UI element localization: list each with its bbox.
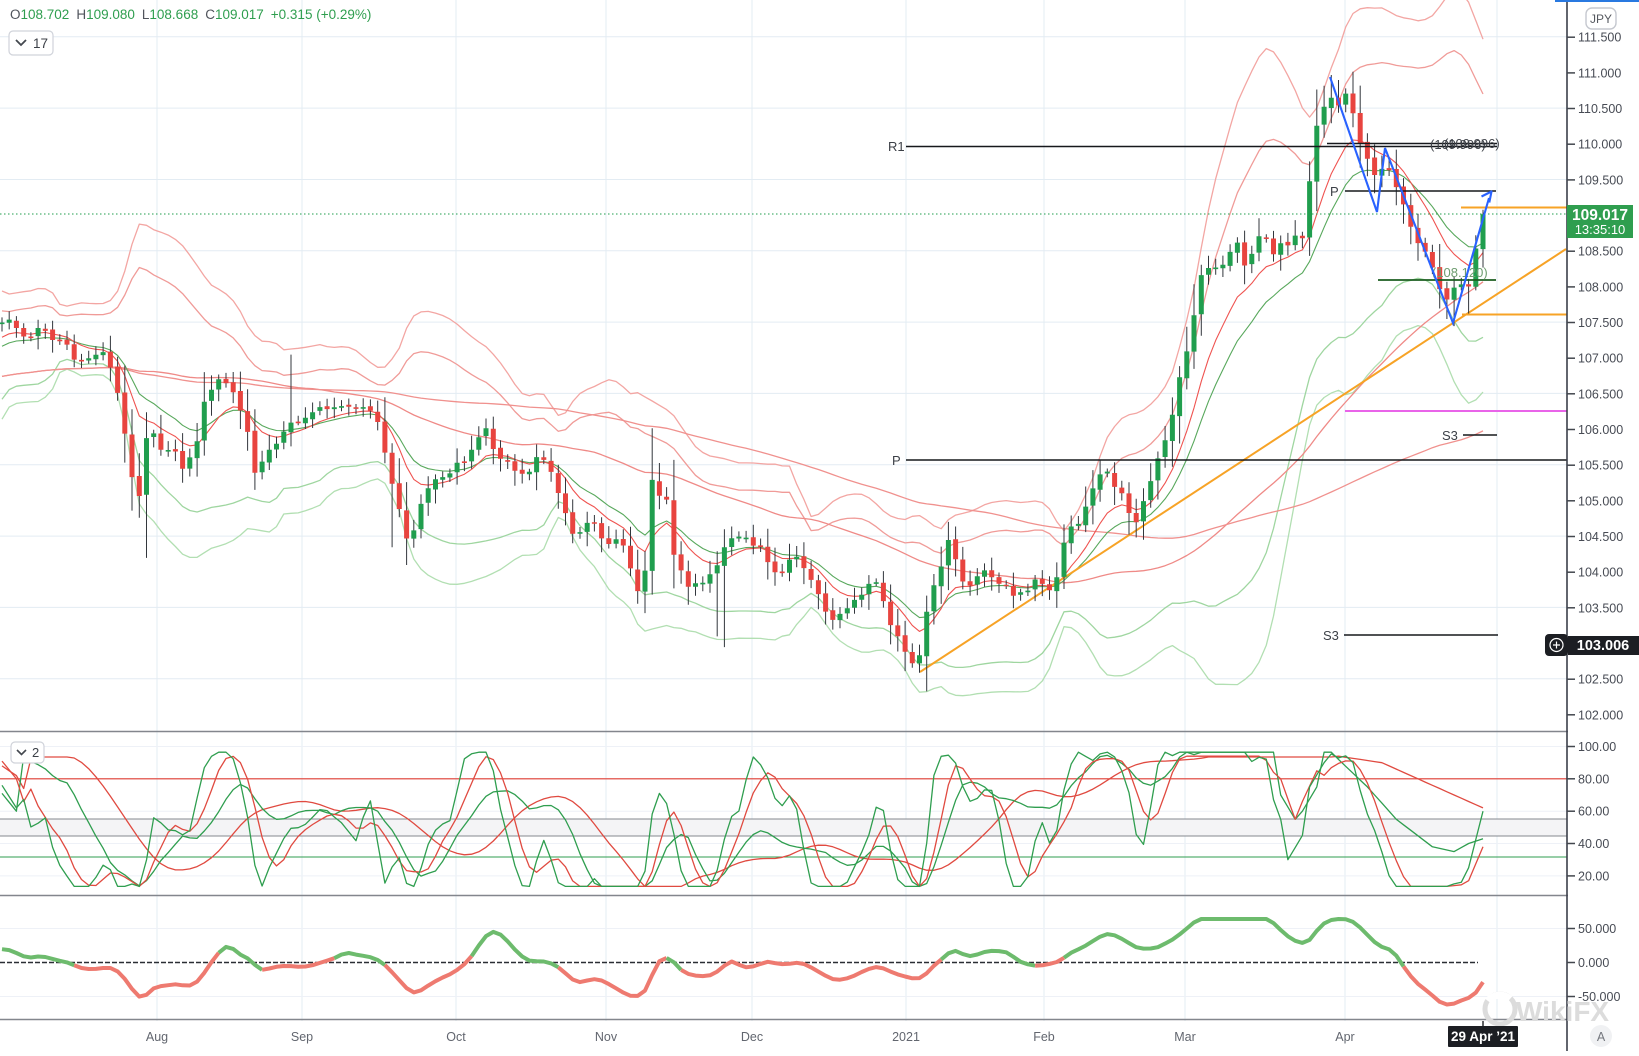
svg-text:109.017: 109.017 xyxy=(1572,207,1628,224)
svg-text:Oct: Oct xyxy=(446,1030,466,1044)
svg-text:104.000: 104.000 xyxy=(1578,566,1623,580)
svg-text:102.000: 102.000 xyxy=(1578,708,1623,722)
svg-text:50.000: 50.000 xyxy=(1578,922,1616,936)
svg-text:S3: S3 xyxy=(1442,428,1458,443)
svg-text:100.00: 100.00 xyxy=(1578,740,1616,754)
svg-text:29 Apr ’21: 29 Apr ’21 xyxy=(1451,1029,1516,1044)
svg-text:108.500: 108.500 xyxy=(1578,245,1623,259)
svg-text:17: 17 xyxy=(33,36,48,51)
svg-text:108.000: 108.000 xyxy=(1578,280,1623,294)
svg-text:105.000: 105.000 xyxy=(1578,494,1623,508)
svg-text:(109.996): (109.996) xyxy=(1444,136,1500,151)
svg-text:106.500: 106.500 xyxy=(1578,387,1623,401)
svg-text:R1: R1 xyxy=(888,139,905,154)
svg-text:111.000: 111.000 xyxy=(1578,66,1621,80)
svg-text:WikiFX: WikiFX xyxy=(1516,996,1609,1027)
svg-text:Dec: Dec xyxy=(741,1030,763,1044)
svg-text:0.000: 0.000 xyxy=(1578,956,1609,970)
svg-text:103.500: 103.500 xyxy=(1578,601,1623,615)
svg-text:105.500: 105.500 xyxy=(1578,459,1623,473)
svg-text:107.500: 107.500 xyxy=(1578,316,1623,330)
svg-text:107.000: 107.000 xyxy=(1578,352,1623,366)
svg-text:P: P xyxy=(892,453,901,468)
svg-text:110.000: 110.000 xyxy=(1578,138,1622,152)
svg-text:13:35:10: 13:35:10 xyxy=(1575,222,1626,237)
svg-text:(108.120): (108.120) xyxy=(1432,265,1488,280)
svg-text:109.500: 109.500 xyxy=(1578,173,1623,187)
svg-text:Apr: Apr xyxy=(1335,1030,1354,1044)
svg-text:2021: 2021 xyxy=(892,1030,920,1044)
svg-text:2: 2 xyxy=(32,745,39,760)
svg-text:110.500: 110.500 xyxy=(1578,102,1622,116)
svg-text:S3: S3 xyxy=(1323,628,1339,643)
svg-text:104.500: 104.500 xyxy=(1578,530,1623,544)
svg-text:A: A xyxy=(1597,1030,1606,1044)
svg-text:40.00: 40.00 xyxy=(1578,837,1609,851)
svg-text:60.00: 60.00 xyxy=(1578,805,1609,819)
svg-text:Mar: Mar xyxy=(1174,1030,1196,1044)
svg-text:102.500: 102.500 xyxy=(1578,673,1623,687)
svg-text:P: P xyxy=(1330,184,1339,199)
svg-text:80.00: 80.00 xyxy=(1578,772,1609,786)
svg-text:Nov: Nov xyxy=(595,1030,618,1044)
svg-text:20.00: 20.00 xyxy=(1578,869,1609,883)
svg-text:Aug: Aug xyxy=(146,1030,168,1044)
svg-text:JPY: JPY xyxy=(1590,12,1612,26)
svg-text:Feb: Feb xyxy=(1033,1030,1055,1044)
svg-text:103.006: 103.006 xyxy=(1577,638,1629,654)
svg-text:Sep: Sep xyxy=(291,1030,313,1044)
svg-text:-50.000: -50.000 xyxy=(1578,990,1620,1004)
svg-text:106.000: 106.000 xyxy=(1578,423,1623,437)
svg-text:111.500: 111.500 xyxy=(1578,31,1621,45)
svg-text:(109.996): (109.996) xyxy=(1430,137,1486,152)
